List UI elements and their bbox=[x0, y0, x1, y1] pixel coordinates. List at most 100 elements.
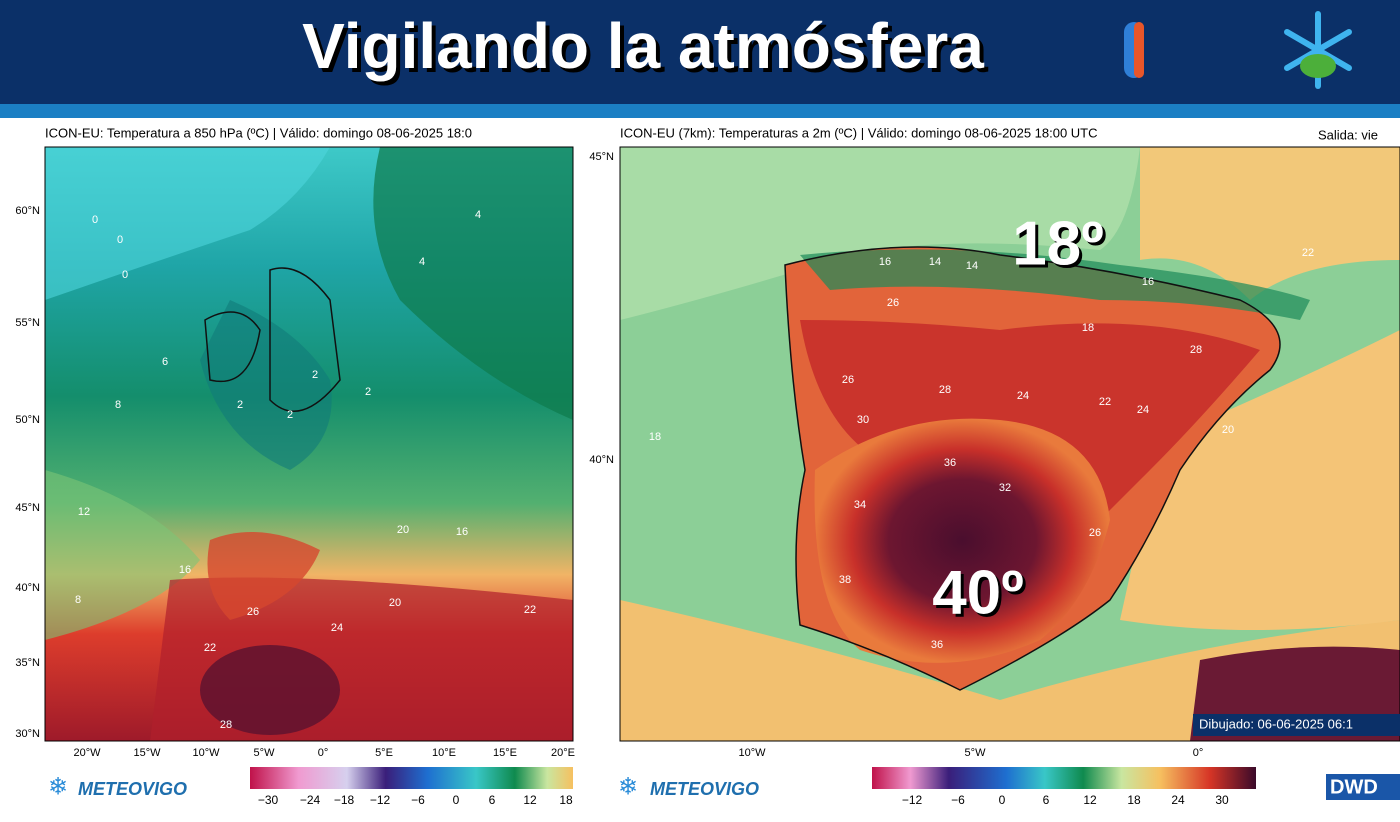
annotation: 40º bbox=[932, 558, 1024, 627]
colorbar-tick: 6 bbox=[1043, 793, 1050, 807]
lon-label: 0° bbox=[1193, 747, 1204, 759]
lat-label: 50°N bbox=[15, 414, 40, 426]
annotation: 18º bbox=[1012, 209, 1104, 278]
contour-label: 30 bbox=[857, 414, 869, 426]
header-title: Vigilando la atmósfera bbox=[302, 10, 984, 82]
contour-label: 8 bbox=[115, 399, 121, 411]
contour-label: 2 bbox=[312, 369, 318, 381]
colorbar-tick: −24 bbox=[300, 793, 321, 807]
lon-label: 20°W bbox=[73, 747, 101, 759]
contour-label: 38 bbox=[839, 574, 851, 586]
contour-label: 18 bbox=[1082, 322, 1094, 334]
annotation-shadow: 40º bbox=[935, 561, 1027, 630]
contour-label: 8 bbox=[75, 594, 81, 606]
colorbar-tick: −18 bbox=[334, 793, 355, 807]
header-bar bbox=[0, 0, 1400, 104]
colorbar-tick: 30 bbox=[1215, 793, 1229, 807]
contour-label: 0 bbox=[117, 234, 123, 246]
contour-label: 2 bbox=[365, 386, 371, 398]
colorbar-tick: 12 bbox=[1083, 793, 1097, 807]
dwd-logo: DWD bbox=[1330, 776, 1378, 798]
contour-label: 28 bbox=[939, 384, 951, 396]
right-run: Salida: vie bbox=[1318, 127, 1378, 142]
contour-label: 32 bbox=[999, 482, 1011, 494]
contour-label: 16 bbox=[879, 256, 891, 268]
lat-label: 40°N bbox=[589, 454, 614, 466]
contour-label: 16 bbox=[456, 526, 468, 538]
contour-label: 26 bbox=[1089, 527, 1101, 539]
drawn-date: Dibujado: 06-06-2025 06:1 bbox=[1199, 716, 1353, 731]
contour-label: 12 bbox=[78, 506, 90, 518]
contour-label: 14 bbox=[966, 260, 978, 272]
colorbar-tick: 18 bbox=[1127, 793, 1141, 807]
right-logo-flake: ❄ bbox=[618, 773, 638, 800]
lon-label: 10°E bbox=[432, 747, 456, 759]
contour-label: 36 bbox=[931, 639, 943, 651]
colorbar-tick: 0 bbox=[999, 793, 1006, 807]
lat-label: 40°N bbox=[15, 582, 40, 594]
contour-label: 26 bbox=[842, 374, 854, 386]
colorbar-tick: −6 bbox=[951, 793, 965, 807]
lon-label: 5°E bbox=[375, 747, 393, 759]
contour-label: 36 bbox=[944, 457, 956, 469]
contour-label: 0 bbox=[122, 269, 128, 281]
left-logo-flake: ❄ bbox=[48, 773, 68, 800]
colorbar-tick: 18 bbox=[559, 793, 573, 807]
colorbar-tick: −6 bbox=[411, 793, 425, 807]
colorbar-tick: 12 bbox=[523, 793, 537, 807]
lon-label: 5°W bbox=[254, 747, 276, 759]
dwd-box bbox=[1326, 774, 1400, 800]
thermometer-icon bbox=[1124, 22, 1144, 78]
lat-label: 45°N bbox=[589, 151, 614, 163]
right-map-title: ICON-EU (7km): Temperaturas a 2m (ºC) | … bbox=[620, 125, 1098, 140]
lon-label: 15°E bbox=[493, 747, 517, 759]
contour-label: 16 bbox=[179, 564, 191, 576]
drawn-box bbox=[1193, 714, 1400, 736]
colorbar-tick: −12 bbox=[370, 793, 391, 807]
contour-label: 20 bbox=[1222, 424, 1234, 436]
colorbar-tick: 24 bbox=[1171, 793, 1185, 807]
lat-label: 60°N bbox=[15, 205, 40, 217]
lat-label: 30°N bbox=[15, 728, 40, 740]
contour-label: 6 bbox=[162, 356, 168, 368]
header-stripe bbox=[0, 104, 1400, 118]
contour-label: 22 bbox=[1099, 396, 1111, 408]
header-title-shadow: Vigilando la atmósfera bbox=[306, 14, 988, 86]
contour-label: 20 bbox=[397, 524, 409, 536]
contour-label: 22 bbox=[1302, 247, 1314, 259]
lon-label: 20°E bbox=[551, 747, 575, 759]
lon-label: 10°W bbox=[738, 747, 766, 759]
right-map bbox=[619, 146, 1400, 742]
snowflake-icon bbox=[1284, 11, 1352, 89]
contour-label: 18 bbox=[649, 431, 661, 443]
contour-label: 26 bbox=[247, 606, 259, 618]
lat-label: 35°N bbox=[15, 657, 40, 669]
contour-label: 0 bbox=[92, 214, 98, 226]
contour-label: 4 bbox=[475, 209, 481, 221]
contour-label: 2 bbox=[287, 409, 293, 421]
left-map bbox=[44, 146, 574, 742]
colorbar-tick: 6 bbox=[489, 793, 496, 807]
lat-label: 55°N bbox=[15, 317, 40, 329]
contour-label: 22 bbox=[204, 642, 216, 654]
contour-label: 16 bbox=[1142, 276, 1154, 288]
annotation-shadow: 18º bbox=[1015, 212, 1107, 281]
left-logo: METEOVIGO bbox=[78, 779, 187, 799]
contour-label: 24 bbox=[1017, 390, 1029, 402]
contour-label: 26 bbox=[887, 297, 899, 309]
contour-label: 2 bbox=[237, 399, 243, 411]
right-colorbar bbox=[872, 767, 1256, 789]
contour-label: 22 bbox=[524, 604, 536, 616]
lat-label: 45°N bbox=[15, 502, 40, 514]
contour-label: 4 bbox=[419, 256, 425, 268]
left-colorbar bbox=[250, 767, 573, 789]
colorbar-tick: −12 bbox=[902, 793, 923, 807]
colorbar-tick: −30 bbox=[258, 793, 279, 807]
contour-label: 28 bbox=[1190, 344, 1202, 356]
contour-label: 24 bbox=[1137, 404, 1149, 416]
contour-label: 34 bbox=[854, 499, 866, 511]
contour-label: 14 bbox=[929, 256, 941, 268]
lon-label: 0° bbox=[318, 747, 329, 759]
contour-label: 20 bbox=[389, 597, 401, 609]
